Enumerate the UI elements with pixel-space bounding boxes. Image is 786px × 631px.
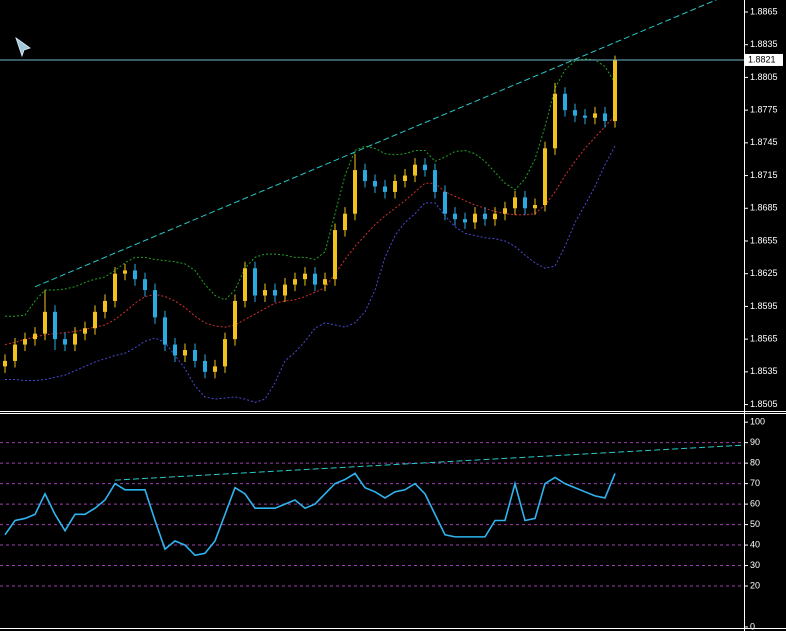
candle-body [223,339,227,367]
y-tick-label: 1.8775 [750,105,778,115]
y-tick-label: 1.8715 [750,170,778,180]
candle-body [463,219,467,223]
candle-body [483,213,487,220]
candle-body [203,360,207,372]
candle-body [473,213,477,223]
candle-body [53,311,57,340]
y-tick-label: 1.8805 [750,72,778,82]
candle-body [323,279,327,285]
candle-body [453,213,457,220]
candle-body [343,213,347,231]
y-tick-label: 70 [750,478,760,488]
candle-body [543,148,547,205]
candle-body [423,164,427,171]
y-tick-label: 1.8535 [750,366,778,376]
y-tick-label: 80 [750,458,760,468]
rsi-line [4,472,616,557]
y-tick-label: 90 [750,437,760,447]
candle-body [513,197,517,209]
y-tick-label: 1.8505 [750,399,778,409]
candle-body [3,360,7,367]
candle-body [593,113,597,118]
candle-body [603,113,607,122]
candle-body [23,339,27,345]
candle-body [573,110,577,116]
trendline [34,0,718,288]
y-tick-label: 1.8595 [750,301,778,311]
candle-body [243,268,247,301]
candle-body [173,344,177,356]
candle-body [103,300,107,312]
y-tick-label: 40 [750,539,760,549]
candle-body [183,350,187,356]
candle-body [413,164,417,176]
candle-body [123,270,127,274]
candle-body [73,333,77,345]
price-label-box [745,53,783,66]
y-tick-label: 60 [750,498,760,508]
y-tick-label: 1.8565 [750,333,778,343]
candle-body [503,208,507,214]
candle-body [63,339,67,345]
candle-body [553,93,557,149]
candle-body [333,230,337,280]
candle-body [133,270,137,280]
candle-body [233,300,237,340]
candle-body [443,191,447,214]
candle-body [33,333,37,340]
candle-body [613,59,617,122]
y-tick-label: 1.8685 [750,203,778,213]
band-line [5,58,616,317]
y-tick-label: 1.8655 [750,235,778,245]
candle-body [93,311,97,329]
candle-body [433,170,437,192]
band-line [4,115,616,346]
candle-body [313,273,317,285]
band-line [5,145,616,403]
candle-body [373,181,377,187]
candle-body [403,175,407,182]
candle-body [533,205,537,209]
candle-body [163,317,167,345]
y-tick-label: 1.8625 [750,268,778,278]
y-tick-label: 1.8745 [750,137,778,147]
candle-body [253,268,257,296]
y-tick-label: 0 [750,621,755,631]
trendline [114,444,745,481]
candle-body [143,279,147,291]
candle-body [563,93,567,111]
candle-body [583,115,587,118]
candle-body [113,273,117,301]
candle-body [273,290,277,296]
candle-body [363,170,367,182]
candle-body [493,213,497,220]
y-tick-label: 1.8865 [750,6,778,16]
candle-body [353,170,357,214]
y-tick-label: 100 [750,417,765,427]
candle-body [263,290,267,296]
price-label: 1.8821 [748,54,776,64]
y-tick-label: 50 [750,519,760,529]
candle-body [193,350,197,361]
candle-body [153,290,157,318]
y-tick-label: 1.8835 [750,39,778,49]
candle-body [283,284,287,296]
candle-body [303,273,307,280]
candle-body [43,311,47,334]
candle-body [83,328,87,334]
candle-body [293,279,297,285]
cursor-icon [15,36,31,58]
y-tick-label: 30 [750,560,760,570]
y-tick-label: 20 [750,580,760,590]
candle-body [523,197,527,209]
candle-body [13,344,17,361]
candle-body [383,186,387,192]
candle-body [213,366,217,372]
candle-body [393,181,397,192]
